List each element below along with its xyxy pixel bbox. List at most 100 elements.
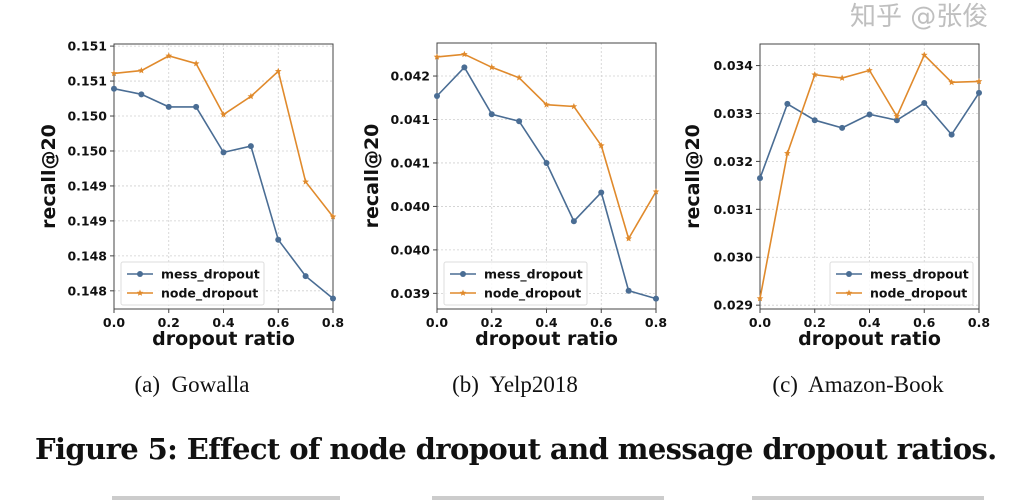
caption-c: (c) Amazon-Book [772, 372, 944, 397]
data-point-mess_dropout [866, 111, 873, 118]
divider [752, 496, 984, 500]
y-tick-label: 0.151 [67, 74, 107, 89]
data-point-mess_dropout [784, 100, 791, 107]
y-tick-label: 0.148 [67, 248, 107, 263]
x-tick-label: 0.8 [645, 315, 667, 330]
data-point-node_dropout [461, 50, 468, 58]
data-point-mess_dropout [543, 159, 550, 166]
data-point-mess_dropout [921, 99, 928, 106]
x-tick-label: 0.8 [322, 315, 344, 330]
data-point-node_dropout [110, 69, 118, 77]
data-point-mess_dropout [653, 295, 659, 302]
legend-label-mess_dropout: mess_dropout [484, 267, 583, 283]
data-point-mess_dropout [111, 85, 117, 92]
x-axis-label: dropout ratio [475, 328, 618, 350]
legend-marker-node_dropout [459, 289, 467, 296]
data-point-node_dropout [625, 235, 632, 242]
y-tick-label: 0.149 [67, 213, 107, 228]
legend-label-mess_dropout: mess_dropout [161, 267, 260, 283]
series-line-node_dropout [436, 53, 657, 241]
data-point-mess_dropout [461, 64, 468, 71]
y-tick-label: 0.041 [390, 155, 430, 170]
x-tick-label: 0.2 [158, 315, 180, 330]
divider [112, 496, 340, 500]
data-point-node_dropout [247, 92, 255, 100]
data-point-mess_dropout [811, 117, 818, 124]
y-tick-label: 0.033 [713, 106, 753, 121]
y-tick-label: 0.151 [67, 39, 107, 54]
data-point-node_dropout [433, 53, 441, 60]
y-tick-label: 0.042 [390, 69, 430, 84]
legend-marker-node_dropout [136, 289, 144, 296]
data-point-mess_dropout [302, 273, 309, 280]
y-tick-label: 0.040 [390, 242, 430, 257]
data-point-mess_dropout [275, 236, 282, 243]
data-point-mess_dropout [220, 149, 227, 156]
legend-marker-mess_dropout [460, 271, 466, 277]
legend-marker-mess_dropout [846, 271, 852, 277]
data-point-mess_dropout [330, 295, 336, 302]
data-point-mess_dropout [598, 189, 605, 196]
y-axis-label: recall@20 [38, 124, 60, 229]
data-point-node_dropout [192, 60, 200, 67]
data-point-mess_dropout [976, 89, 982, 96]
legend-label-mess_dropout: mess_dropout [870, 267, 969, 283]
y-tick-label: 0.034 [713, 58, 753, 73]
data-point-mess_dropout [570, 218, 577, 225]
legend-marker-node_dropout [845, 289, 853, 296]
legend-box [120, 261, 265, 306]
data-point-node_dropout [302, 178, 309, 185]
data-point-node_dropout [543, 101, 550, 108]
data-point-node_dropout [920, 51, 928, 58]
y-tick-label: 0.149 [67, 178, 107, 193]
data-point-node_dropout [488, 63, 496, 71]
x-tick-label: 0.4 [858, 315, 880, 330]
y-tick-label: 0.150 [67, 143, 107, 158]
chart-1: 0.0 0.2 0.4 0.6 0.8 0.151 0.151 0.150 0.150 0.149… [38, 39, 344, 350]
chart-3: 0.0 0.2 0.4 0.6 0.8 0.034 0.033 0.032 0.031 0.030… [682, 43, 990, 350]
y-tick-label: 0.031 [713, 202, 753, 217]
y-tick-label: 0.148 [67, 283, 107, 298]
x-tick-label: 0.4 [535, 315, 557, 330]
data-point-node_dropout [838, 74, 846, 81]
data-point-mess_dropout [247, 143, 254, 150]
y-tick-label: 0.030 [713, 250, 753, 265]
data-point-node_dropout [165, 52, 173, 59]
x-tick-label: 0.0 [749, 315, 771, 330]
x-tick-label: 0.8 [968, 315, 990, 330]
data-point-mess_dropout [488, 111, 495, 118]
y-tick-label: 0.039 [390, 286, 430, 301]
data-point-mess_dropout [757, 175, 763, 182]
y-tick-label: 0.150 [67, 109, 107, 124]
x-tick-label: 0.6 [590, 315, 612, 330]
caption-b: (b) Yelp2018 [452, 372, 578, 397]
data-point-node_dropout [138, 67, 145, 74]
x-tick-label: 0.0 [103, 315, 125, 330]
data-point-mess_dropout [193, 103, 200, 110]
legend-box [829, 261, 974, 306]
legend-label-node_dropout: node_dropout [870, 286, 967, 302]
data-point-node_dropout [756, 295, 764, 302]
data-point-node_dropout [274, 67, 282, 75]
x-tick-label: 0.0 [426, 315, 448, 330]
data-point-node_dropout [975, 77, 983, 85]
data-point-node_dropout [515, 74, 523, 81]
legend-label-node_dropout: node_dropout [484, 286, 581, 302]
x-tick-label: 0.4 [212, 315, 234, 330]
y-tick-label: 0.040 [390, 199, 430, 214]
x-tick-label: 0.6 [267, 315, 289, 330]
data-point-node_dropout [866, 66, 873, 74]
chart-2: 0.0 0.2 0.4 0.6 0.8 0.042 0.041 0.041 0.040 0.040… [361, 42, 667, 350]
legend: mess_dropout node_dropout [443, 261, 588, 306]
data-point-node_dropout [948, 78, 955, 86]
data-point-mess_dropout [138, 91, 145, 98]
data-point-mess_dropout [434, 93, 440, 100]
x-axis-label: dropout ratio [152, 328, 295, 350]
data-point-node_dropout [329, 213, 337, 220]
data-point-node_dropout [570, 103, 578, 110]
data-point-node_dropout [811, 71, 819, 78]
data-point-node_dropout [220, 111, 227, 118]
y-tick-label: 0.032 [713, 154, 753, 169]
x-tick-label: 0.2 [481, 315, 503, 330]
